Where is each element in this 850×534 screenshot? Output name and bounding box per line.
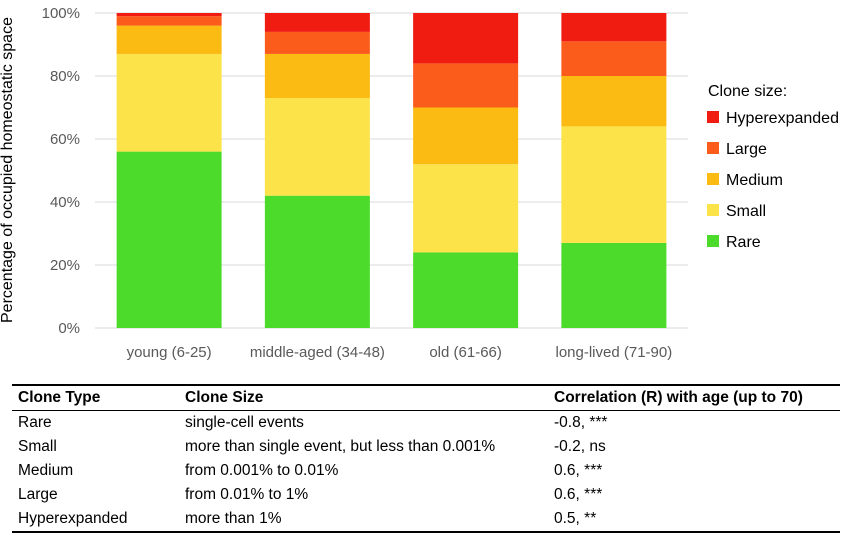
legend-swatch: [707, 111, 719, 123]
bar-segment: [413, 107, 519, 165]
cell-correlation: -0.8, ***: [554, 414, 608, 431]
legend-label: Rare: [726, 234, 761, 251]
bar-segment: [116, 151, 222, 328]
bar-segment: [264, 31, 370, 54]
y-tick-label: 60%: [50, 131, 80, 148]
cell-correlation: -0.2, ns: [554, 438, 606, 455]
cell-type: Rare: [18, 414, 52, 431]
bar-segment: [561, 41, 667, 76]
x-axis-categories: young (6-25) middle-aged (34-48) old (61-6…: [127, 344, 673, 361]
bar-segment: [561, 242, 667, 328]
bar-segment: [561, 13, 667, 42]
table-row: Large from 0.01% to 1% 0.6, ***: [12, 483, 840, 507]
legend-label: Medium: [726, 172, 783, 189]
cell-size: single-cell events: [185, 414, 304, 431]
cell-correlation: 0.5, **: [548, 507, 840, 533]
cell-size: from 0.001% to 0.01%: [185, 462, 339, 479]
bar-segment: [116, 25, 222, 54]
legend-swatch: [707, 235, 719, 247]
x-category-label: young (6-25): [127, 344, 212, 361]
bar-segment: [264, 13, 370, 32]
cell-type: Large: [18, 486, 58, 503]
legend-label: Large: [726, 141, 767, 158]
legend-swatch: [707, 142, 719, 154]
legend-title: Clone size:: [708, 83, 787, 100]
x-category-label: long-lived (71-90): [556, 344, 673, 361]
clone-table: Clone Type Clone Size Correlation (R) wi…: [12, 384, 840, 533]
bar-segment: [116, 16, 222, 26]
bar-segment: [413, 164, 519, 253]
bar-segment: [413, 63, 519, 108]
bar-segment: [413, 252, 519, 328]
table-row: Rare single-cell events -0.8, ***: [12, 411, 840, 436]
bar-segment: [116, 13, 222, 17]
y-tick-label: 100%: [42, 5, 80, 22]
cell-type: Small: [18, 438, 57, 455]
y-axis-label: Percentage of occupied homeostatic space: [0, 17, 16, 323]
legend-swatch: [707, 173, 719, 185]
legend-label: Small: [726, 203, 766, 220]
bar-segment: [116, 53, 222, 152]
y-tick-label: 80%: [50, 68, 80, 85]
bar-segment: [264, 53, 370, 99]
x-category-label: middle-aged (34-48): [250, 344, 385, 361]
x-category-label: old (61-66): [429, 344, 502, 361]
bar-segment: [561, 76, 667, 127]
cell-size: more than single event, but less than 0.…: [185, 438, 496, 455]
header-correlation: Correlation (R) with age (up to 70): [548, 384, 840, 411]
bar-segment: [264, 98, 370, 196]
cell-type: Hyperexpanded: [12, 507, 179, 533]
bar-segment: [413, 13, 519, 64]
y-tick-label: 0%: [58, 320, 80, 337]
table-row: Hyperexpanded more than 1% 0.5, **: [12, 507, 840, 533]
table-header-row: Clone Type Clone Size Correlation (R) wi…: [12, 384, 840, 411]
cell-correlation: 0.6, ***: [554, 486, 603, 503]
cell-type: Medium: [18, 462, 74, 479]
header-clone-type: Clone Type: [12, 384, 179, 411]
header-clone-size: Clone Size: [179, 384, 548, 411]
table-row: Medium from 0.001% to 0.01% 0.6, ***: [12, 459, 840, 483]
legend-swatch: [707, 204, 719, 216]
legend-label: Hyperexpanded: [726, 110, 839, 127]
y-axis-ticks: 0% 20% 40% 60% 80% 100%: [42, 5, 80, 337]
bar-segment: [264, 195, 370, 328]
y-tick-label: 20%: [50, 257, 80, 274]
cell-correlation: 0.6, ***: [554, 462, 603, 479]
cell-size: from 0.01% to 1%: [185, 486, 309, 503]
bars: [116, 13, 667, 328]
table-row: Small more than single event, but less t…: [12, 435, 840, 459]
cell-size: more than 1%: [179, 507, 548, 533]
bar-segment: [561, 126, 667, 243]
legend: Hyperexpanded Large Medium Small Rare: [707, 110, 839, 251]
y-tick-label: 40%: [50, 194, 80, 211]
stacked-bar-chart: 0% 20% 40% 60% 80% 100% young (6-25) middle-ag…: [0, 5, 839, 361]
